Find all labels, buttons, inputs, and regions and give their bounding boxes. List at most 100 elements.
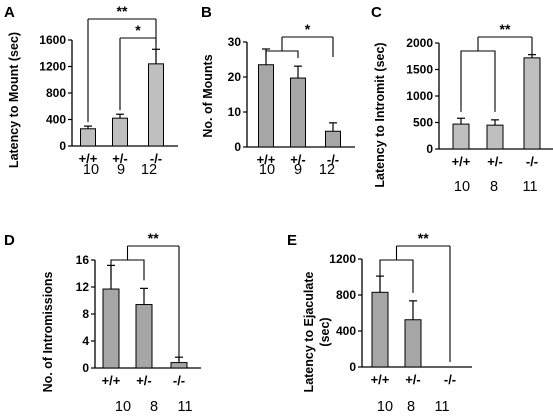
panel-e: E Latency to Ejaculate (sec) 10 8 11 0 40…: [287, 230, 472, 415]
bar-+/+: [102, 288, 120, 369]
y-axis-label: No. of Intromissions: [41, 272, 55, 393]
n-label-heterozygous: 9: [294, 162, 302, 178]
category-label: -/-: [444, 372, 456, 387]
significance-bracket: **: [87, 3, 157, 123]
group-bracket: [379, 259, 414, 293]
n-label-knockout: 11: [434, 399, 449, 415]
bar-+/+: [371, 291, 389, 368]
bar-+/-: [290, 77, 306, 148]
significance-bracket: **: [110, 230, 180, 361]
y-tick-label: 0: [59, 139, 66, 153]
y-tick-label: 20: [228, 70, 242, 84]
significance-bracket: *: [265, 21, 334, 59]
panel-label: C: [371, 4, 382, 21]
category-label: -/-: [173, 373, 185, 388]
bar-+/-: [486, 124, 504, 150]
bar--/-: [148, 63, 164, 147]
y-tick-label: 2000: [406, 36, 433, 50]
y-tick-label: 12: [76, 280, 90, 294]
bar-+/-: [404, 319, 422, 368]
category-label: -/-: [526, 154, 538, 169]
significance-label: **: [117, 3, 128, 19]
y-axis-label: No. of Mounts: [201, 54, 215, 137]
bar-+/+: [452, 123, 470, 150]
y-tick-label: 500: [413, 116, 433, 130]
significance-bracket: **: [460, 21, 533, 112]
y-tick-label: 1200: [39, 60, 66, 74]
bar-+/+: [258, 64, 274, 148]
significance-label: **: [500, 21, 511, 37]
n-label-knockout: 12: [319, 162, 335, 178]
y-tick-label: 8: [82, 307, 89, 321]
n-label-wildtype: 10: [83, 162, 99, 178]
y-axis-label: Latency to Intromit (sec): [373, 42, 387, 187]
n-label-knockout: 11: [522, 179, 537, 195]
panel-c: C Latency to Intromit (sec) 10 8 11 0 500…: [371, 4, 553, 195]
group-bracket: [265, 50, 299, 59]
panel-label: D: [4, 232, 15, 249]
category-label: +/-: [112, 151, 128, 166]
bar--/-: [325, 130, 341, 148]
n-label-wildtype: 10: [454, 179, 470, 195]
group-bracket: [460, 50, 496, 112]
n-label-heterozygous: 8: [150, 399, 158, 415]
y-tick-label: 30: [228, 35, 242, 49]
n-label-knockout: 11: [177, 399, 192, 415]
panel-label: B: [201, 4, 212, 21]
y-axis-label-line-1: Latency to Ejaculate: [302, 272, 316, 393]
n-label-wildtype: 10: [259, 162, 275, 178]
category-label: +/-: [405, 372, 421, 387]
y-tick-label: 16: [76, 253, 90, 267]
y-tick-label: 400: [46, 113, 66, 127]
significance-label: **: [148, 230, 159, 246]
significance-label: **: [418, 230, 429, 246]
n-label-wildtype: 10: [115, 399, 131, 415]
category-label: +/-: [487, 154, 503, 169]
panel-label: E: [287, 232, 297, 249]
category-label: +/-: [290, 152, 306, 167]
significance-label: *: [135, 22, 141, 38]
y-tick-label: 0: [234, 140, 241, 154]
y-tick-label: 4: [82, 334, 89, 348]
y-tick-label: 10: [228, 105, 242, 119]
category-label: +/+: [371, 372, 390, 387]
significance-bracket: *: [119, 22, 157, 111]
n-label-heterozygous: 8: [490, 179, 498, 195]
category-label: +/+: [79, 151, 98, 166]
panel-a: A Latency to Mount (sec) 10 9 12 0 400 800…: [4, 3, 178, 178]
y-tick-label: 1500: [406, 63, 433, 77]
category-label: +/+: [257, 152, 276, 167]
bar-+/-: [112, 117, 128, 147]
panel-b: B No. of Mounts 10 9 12 0 10 20 30 +/+ +/- -/-…: [201, 4, 355, 178]
y-tick-label: 400: [336, 324, 356, 338]
y-tick-label: 800: [46, 86, 66, 100]
bar--/-: [170, 362, 188, 369]
category-label: +/+: [452, 154, 471, 169]
n-label-heterozygous: 8: [407, 399, 415, 415]
y-axis-label: Latency to Mount (sec): [7, 32, 21, 168]
y-tick-label: 0: [426, 142, 433, 156]
n-label-heterozygous: 9: [117, 162, 125, 178]
group-bracket: [110, 259, 145, 281]
category-label: -/-: [327, 152, 339, 167]
significance-bracket: **: [379, 230, 451, 362]
bar-+/+: [80, 128, 96, 147]
y-tick-label: 1200: [329, 252, 356, 266]
panel-d: D No. of Intromissions 10 8 11 0 4 8 12 16 +/…: [4, 230, 201, 415]
y-tick-label: 800: [336, 288, 356, 302]
y-tick-label: 0: [349, 360, 356, 374]
y-tick-label: 1600: [39, 33, 66, 47]
category-label: +/+: [102, 373, 121, 388]
category-label: -/-: [150, 151, 162, 166]
y-tick-label: 0: [82, 361, 89, 375]
panel-label: A: [4, 4, 15, 21]
y-tick-label: 1000: [406, 89, 433, 103]
category-label: +/-: [136, 373, 152, 388]
bar--/-: [523, 57, 541, 150]
n-label-wildtype: 10: [377, 399, 393, 415]
bar-+/-: [135, 304, 153, 369]
y-axis-label-line-2: (sec): [318, 317, 332, 346]
significance-label: *: [305, 21, 311, 37]
n-label-knockout: 12: [141, 162, 157, 178]
